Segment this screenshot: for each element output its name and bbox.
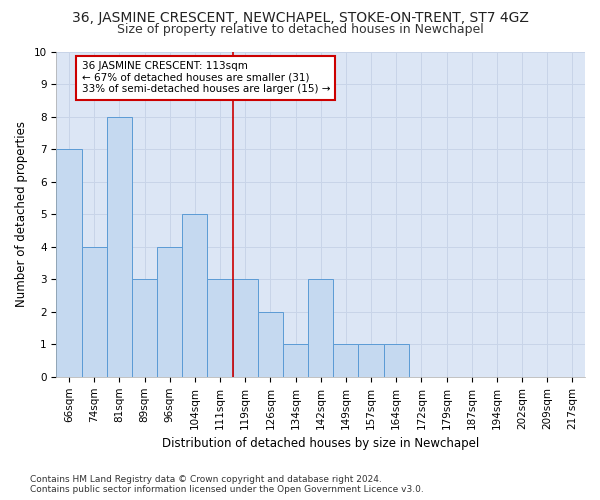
Bar — [107, 116, 132, 377]
Text: Contains HM Land Registry data © Crown copyright and database right 2024.
Contai: Contains HM Land Registry data © Crown c… — [30, 474, 424, 494]
Bar — [333, 344, 358, 377]
Bar — [182, 214, 208, 377]
Text: 36, JASMINE CRESCENT, NEWCHAPEL, STOKE-ON-TRENT, ST7 4GZ: 36, JASMINE CRESCENT, NEWCHAPEL, STOKE-O… — [71, 11, 529, 25]
Bar — [258, 312, 283, 377]
Text: Size of property relative to detached houses in Newchapel: Size of property relative to detached ho… — [116, 24, 484, 36]
Bar — [283, 344, 308, 377]
Bar — [157, 246, 182, 377]
Bar — [56, 149, 82, 377]
Text: 36 JASMINE CRESCENT: 113sqm
← 67% of detached houses are smaller (31)
33% of sem: 36 JASMINE CRESCENT: 113sqm ← 67% of det… — [82, 62, 330, 94]
Bar — [308, 279, 333, 377]
Bar — [233, 279, 258, 377]
Bar — [132, 279, 157, 377]
Bar — [208, 279, 233, 377]
Bar — [358, 344, 383, 377]
Bar — [82, 246, 107, 377]
Y-axis label: Number of detached properties: Number of detached properties — [15, 121, 28, 307]
X-axis label: Distribution of detached houses by size in Newchapel: Distribution of detached houses by size … — [162, 437, 479, 450]
Bar — [383, 344, 409, 377]
